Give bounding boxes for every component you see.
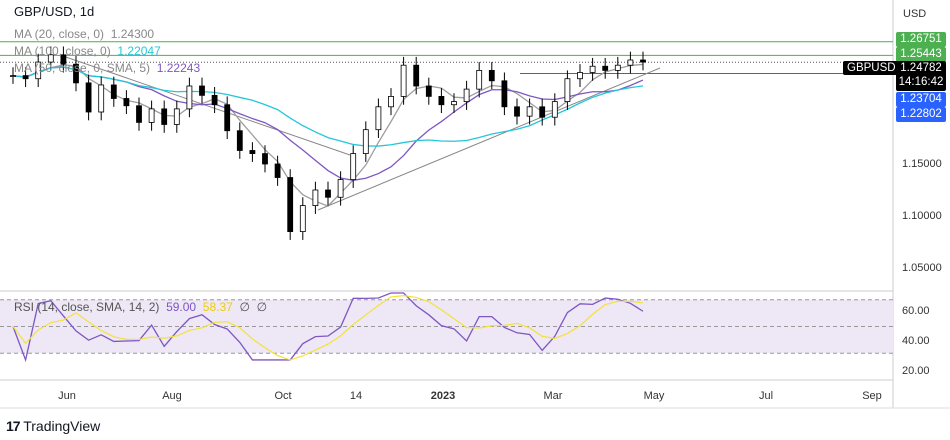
candle-body: [627, 59, 634, 66]
symbol-title: GBP/USD, 1d: [14, 4, 95, 19]
candle-body: [640, 59, 646, 63]
candle-body: [274, 163, 281, 178]
time-tick: Jun: [58, 390, 76, 402]
ma100-legend[interactable]: MA (100, close, 0) 1.22047: [14, 44, 161, 58]
rsi-legend[interactable]: RSI (14, close, SMA, 14, 2) 59.00 58.37 …: [14, 300, 268, 314]
candle-body: [425, 85, 432, 97]
blue-level-tag: 1.22802: [896, 107, 946, 122]
candle-body: [123, 98, 130, 107]
candle-body: [22, 75, 29, 80]
candle-body: [388, 96, 394, 108]
candle-body: [73, 63, 79, 84]
symbol-tag: GBPUSD: [843, 61, 900, 75]
candle-body: [224, 104, 231, 132]
candle-body: [564, 78, 571, 103]
candle-body: [526, 106, 533, 117]
tradingview-logo[interactable]: 17 TradingView: [6, 418, 101, 434]
candle-body: [438, 96, 445, 106]
candle-body: [551, 101, 558, 118]
candle-body: [211, 94, 218, 106]
price-tick: 1.05000: [902, 262, 942, 274]
candle-body: [173, 108, 180, 125]
candle-body: [287, 177, 294, 233]
candle-body: [236, 130, 243, 151]
candle-body: [589, 65, 596, 73]
time-tick: Sep: [862, 390, 882, 402]
green-level-tag: 1.25443: [896, 47, 946, 62]
candle-body: [325, 189, 331, 198]
price-tick: 1.15000: [902, 158, 942, 170]
candle-body: [350, 153, 357, 181]
candle-body: [312, 189, 319, 206]
time-tick: May: [643, 390, 665, 402]
rsi-tick: 60.00: [902, 305, 930, 317]
candle-body: [501, 80, 508, 108]
candle-body: [488, 70, 495, 82]
candle-body: [10, 75, 16, 77]
candle-body: [148, 108, 155, 123]
green-level-tag: 1.26751: [896, 32, 946, 47]
rsi-tick: 20.00: [902, 365, 930, 377]
time-tick: Oct: [274, 390, 292, 402]
candle-body: [98, 84, 105, 113]
rsi-tick: 40.00: [902, 335, 930, 347]
candle-body: [614, 64, 621, 71]
candle-body: [539, 106, 546, 118]
ma20-line: [12, 63, 644, 207]
candle-body: [514, 106, 520, 117]
currency-label: USD: [903, 8, 927, 20]
candle-body: [85, 82, 92, 113]
candle-body: [413, 64, 420, 87]
time-tick: Jul: [758, 390, 774, 402]
rsi-line: [12, 292, 644, 363]
candle-body: [451, 101, 457, 106]
candle-body: [249, 150, 256, 154]
candle-body: [110, 84, 117, 99]
candle-body: [337, 179, 344, 198]
blue-level-tag: 1.23704: [896, 92, 946, 107]
candle-body: [400, 64, 407, 97]
candle-body: [299, 205, 306, 233]
ma20-legend[interactable]: MA (20, close, 0) 1.24300: [14, 27, 155, 41]
candle-body: [35, 61, 42, 80]
candle-body: [602, 65, 609, 71]
candle-body: [476, 70, 483, 90]
last-price-tag: 1.24782 14:16:42: [896, 61, 946, 91]
candle-body: [262, 153, 268, 165]
candle-body: [362, 129, 369, 154]
candle-body: [463, 88, 470, 103]
candle-body: [136, 105, 142, 123]
time-tick: 14: [349, 390, 363, 402]
ma50-legend[interactable]: MA (50, close, 0, SMA, 5) 1.22243: [14, 61, 201, 75]
price-tick: 1.10000: [902, 210, 942, 222]
candle-body: [375, 106, 382, 131]
candle-body: [47, 54, 54, 63]
ma100-line: [12, 66, 644, 147]
candle-body: [577, 72, 583, 80]
candle-body: [60, 54, 67, 65]
time-tick: 2023: [430, 390, 456, 402]
time-tick: Aug: [162, 390, 182, 402]
candle-body: [186, 85, 193, 110]
candle-body: [199, 85, 205, 96]
time-tick: Mar: [543, 390, 563, 402]
candle-body: [161, 108, 168, 125]
rsi-sma-line: [12, 294, 644, 361]
